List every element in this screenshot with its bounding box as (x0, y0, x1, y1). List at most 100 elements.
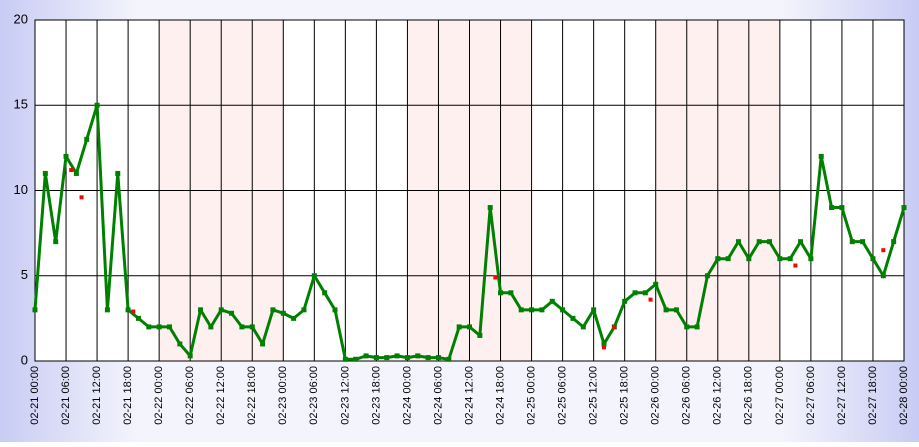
point (63, 153, 69, 159)
x-tick-label: 02-27 06:00 (805, 366, 817, 425)
point (260, 341, 266, 347)
point (218, 307, 224, 313)
x-tick-label: 02-27 00:00 (774, 366, 786, 425)
y-tick-label: 15 (14, 97, 28, 112)
x-tick-label: 02-21 00:00 (29, 366, 41, 425)
point (166, 324, 172, 330)
point (642, 290, 648, 296)
x-tick-label: 02-21 18:00 (122, 366, 134, 425)
point (73, 170, 79, 176)
point (601, 341, 607, 347)
x-tick-label: 02-23 12:00 (339, 366, 351, 425)
point (156, 324, 162, 330)
point (756, 239, 762, 245)
plot-border (34, 19, 905, 362)
point (694, 324, 700, 330)
point (84, 136, 90, 142)
point (570, 315, 576, 321)
point (467, 324, 472, 330)
x-tick-label: 02-24 18:00 (494, 366, 506, 425)
point (539, 307, 545, 313)
point (777, 256, 783, 262)
point (456, 324, 462, 330)
x-tick-label: 02-25 06:00 (557, 366, 569, 425)
x-tick-label: 02-22 18:00 (246, 366, 258, 425)
point (394, 353, 400, 359)
point (808, 256, 814, 262)
point (880, 273, 886, 279)
x-tick-label: 02-27 18:00 (867, 366, 879, 425)
point (146, 324, 152, 330)
marker (131, 309, 136, 314)
x-tick-label: 02-23 06:00 (308, 366, 320, 425)
marker (612, 324, 617, 329)
marker (648, 297, 653, 302)
point (560, 307, 566, 313)
x-tick-label: 02-24 00:00 (401, 366, 413, 425)
point (208, 324, 214, 330)
point (187, 353, 193, 359)
point (704, 273, 710, 279)
point (798, 239, 804, 245)
point (580, 324, 586, 330)
point (198, 307, 204, 313)
x-tick-label: 02-24 06:00 (432, 366, 444, 425)
point (715, 256, 721, 262)
point (353, 356, 359, 362)
point (487, 205, 493, 211)
point (404, 355, 410, 361)
point (891, 239, 897, 245)
marker (493, 275, 498, 280)
point (435, 355, 441, 361)
x-tick-label: 02-21 12:00 (91, 366, 103, 425)
point (239, 324, 245, 330)
point (291, 315, 297, 321)
point (363, 353, 369, 359)
point (725, 256, 731, 262)
y-tick-label: 20 (14, 11, 28, 26)
x-tick-label: 02-26 00:00 (650, 366, 662, 425)
point (373, 355, 379, 361)
x-tick-label: 02-24 12:00 (463, 366, 475, 425)
marker (601, 345, 606, 350)
point (508, 290, 514, 296)
point (115, 170, 121, 176)
point (829, 205, 835, 211)
point (249, 324, 255, 330)
point (270, 307, 276, 313)
x-tick-label: 02-25 18:00 (619, 366, 631, 425)
point (673, 307, 679, 313)
point (446, 356, 452, 362)
y-tick-label: 0 (21, 352, 28, 367)
point (229, 310, 235, 316)
point (591, 307, 597, 313)
x-tick-label: 02-23 00:00 (277, 366, 289, 425)
point (342, 356, 348, 362)
x-tick-label: 02-26 12:00 (712, 366, 724, 425)
point (632, 290, 638, 296)
point (280, 310, 286, 316)
point (42, 170, 48, 176)
point (684, 324, 690, 330)
y-tick-label: 10 (14, 182, 28, 197)
point (322, 290, 328, 296)
point (415, 353, 421, 359)
point (870, 256, 876, 262)
x-tick-label: 02-26 18:00 (743, 366, 755, 425)
point (135, 315, 141, 321)
marker (69, 168, 74, 173)
point (384, 355, 390, 361)
x-tick-label: 02-28 00:00 (898, 366, 910, 425)
point (177, 341, 183, 347)
x-tick-label: 02-22 12:00 (215, 366, 227, 425)
point (125, 307, 131, 313)
point (746, 256, 752, 262)
point (622, 298, 628, 304)
point (549, 298, 555, 304)
point (94, 102, 100, 108)
point (849, 239, 855, 245)
point (860, 239, 866, 245)
point (311, 273, 317, 279)
marker (79, 195, 84, 200)
